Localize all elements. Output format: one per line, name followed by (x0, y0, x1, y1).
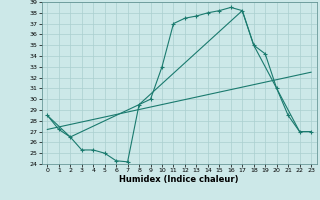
X-axis label: Humidex (Indice chaleur): Humidex (Indice chaleur) (119, 175, 239, 184)
